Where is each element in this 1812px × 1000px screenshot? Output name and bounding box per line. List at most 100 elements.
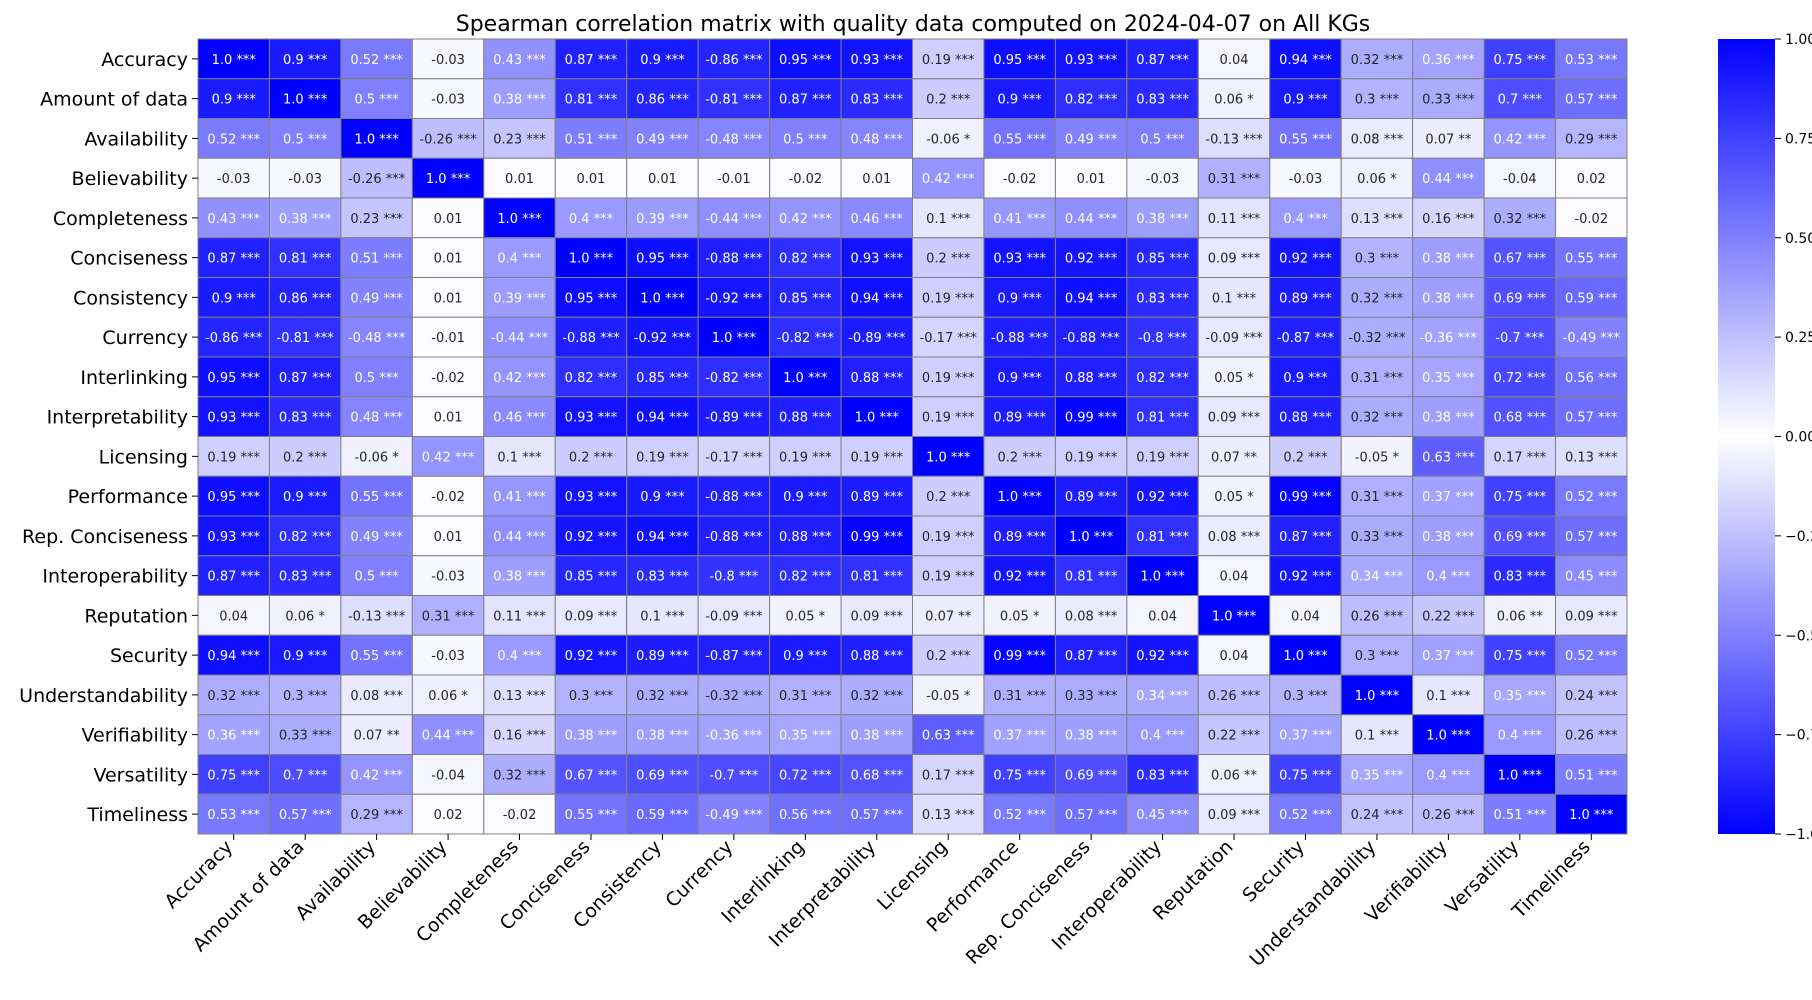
cell-label: 0.83 *** [279, 411, 332, 426]
cell-label: 0.34 *** [1136, 689, 1189, 704]
heatmap-cell [268, 38, 342, 80]
heatmap-cell [626, 118, 699, 159]
cell-label: -0.92 *** [705, 291, 763, 306]
cell-label: 0.11 *** [1208, 212, 1261, 227]
cell-label: 0.26 *** [1351, 609, 1404, 624]
heatmap-cell [1483, 277, 1557, 318]
heatmap-cell [268, 197, 342, 239]
cell-label: 0.19 *** [1136, 450, 1189, 465]
cell-label: -0.17 *** [705, 450, 763, 465]
cell-label: 0.32 *** [207, 689, 260, 704]
heatmap-cell [1269, 793, 1342, 835]
heatmap-cell [1340, 634, 1414, 676]
row-label: Security [110, 645, 188, 667]
cell-label: 0.51 *** [350, 252, 403, 267]
cell-label: 0.51 *** [1565, 768, 1618, 783]
heatmap-cell [1483, 237, 1557, 278]
cell-label: 0.95 *** [565, 291, 618, 306]
heatmap-cell [1197, 674, 1271, 716]
cell-label: 0.9 *** [1283, 371, 1328, 386]
cell-label: 0.09 *** [1208, 808, 1261, 823]
heatmap-cell [912, 793, 985, 835]
cell-label: 0.33 *** [1422, 93, 1475, 108]
row-label: Interpretability [47, 407, 188, 429]
chart-title: Spearman correlation matrix with quality… [456, 12, 1371, 37]
cell-label: -0.49 *** [705, 808, 763, 823]
cell-label: 0.49 *** [636, 132, 689, 147]
cell-label: 0.31 *** [422, 609, 475, 624]
heatmap-cell [197, 714, 270, 755]
heatmap-cell [912, 595, 985, 636]
cell-label: 1.0 *** [855, 411, 900, 426]
row-label: Interoperability [42, 566, 188, 588]
cell-label: 1.0 *** [998, 490, 1043, 505]
heatmap-cell [1126, 157, 1199, 199]
cell-label: 0.11 *** [493, 609, 546, 624]
cell-label: -0.03 [431, 570, 465, 585]
heatmap-cell [626, 515, 699, 557]
heatmap-cell [626, 436, 699, 477]
cell-label: 0.31 *** [779, 689, 832, 704]
heatmap-cell [340, 277, 413, 318]
cell-label: 0.01 [434, 212, 463, 227]
cell-label: -0.81 *** [705, 93, 763, 108]
heatmap-cell [483, 555, 556, 596]
cell-label: 0.19 *** [850, 450, 903, 465]
cell-label: 0.92 *** [1065, 252, 1118, 267]
cell-label: 0.07 ** [1425, 132, 1472, 147]
heatmap-cell [697, 157, 771, 199]
heatmap-cell [483, 475, 556, 517]
cell-label: 0.93 *** [850, 252, 903, 267]
heatmap-cell [769, 754, 842, 795]
cell-label: 0.68 *** [1494, 411, 1547, 426]
heatmap-cell [197, 277, 270, 318]
cell-label: 0.85 *** [1136, 252, 1189, 267]
heatmap-cell [1126, 38, 1199, 80]
cell-label: 0.06 * [428, 689, 468, 704]
cell-label: 0.31 *** [1351, 371, 1404, 386]
cell-label: 0.9 *** [1283, 93, 1328, 108]
cell-label: 0.9 *** [283, 53, 328, 68]
cell-label: 0.2 *** [1283, 450, 1328, 465]
heatmap-cell [1126, 674, 1199, 716]
heatmap-cell [1340, 793, 1414, 835]
cell-label: 0.92 *** [1279, 252, 1332, 267]
cell-label: 0.41 *** [993, 212, 1046, 227]
cell-label: 0.93 *** [850, 53, 903, 68]
cell-label: 0.88 *** [1065, 371, 1118, 386]
heatmap-cell [1412, 793, 1485, 835]
cell-label: 0.83 *** [279, 570, 332, 585]
heatmap-cell [769, 595, 842, 636]
heatmap-cell [912, 436, 985, 477]
cell-label: 0.32 *** [493, 768, 546, 783]
heatmap-cell [1340, 436, 1414, 477]
cell-label: 0.95 *** [993, 53, 1046, 68]
heatmap-cell [268, 118, 342, 159]
cell-label: -0.89 *** [848, 331, 906, 346]
cell-label: 0.93 *** [565, 411, 618, 426]
heatmap-cell [1269, 197, 1342, 239]
cell-label: 0.13 *** [1565, 450, 1618, 465]
heatmap-cell [1555, 754, 1628, 795]
cell-label: 0.87 *** [1279, 530, 1332, 545]
heatmap-cell [1197, 555, 1271, 596]
cell-label: 0.52 *** [1279, 808, 1332, 823]
heatmap-cell [197, 595, 270, 636]
heatmap-cell [983, 634, 1056, 676]
heatmap-cell [1054, 714, 1128, 755]
cell-label: 0.83 *** [850, 93, 903, 108]
cell-label: 0.48 *** [350, 411, 403, 426]
cell-label: 0.57 *** [1565, 530, 1618, 545]
cell-label: 0.69 *** [1065, 768, 1118, 783]
colorbar-tick-label: 0.25 [1785, 330, 1812, 346]
cell-label: 0.38 *** [1065, 729, 1118, 744]
cell-label: 0.37 *** [1279, 729, 1332, 744]
colorbar-tick-label: 1.00 [1785, 32, 1812, 48]
cell-label: 0.09 *** [1565, 609, 1618, 624]
cell-label: 0.99 *** [850, 530, 903, 545]
cell-label: 0.35 *** [1494, 689, 1547, 704]
cell-label: 0.57 *** [1565, 93, 1618, 108]
heatmap-cell [1054, 396, 1128, 437]
heatmap-cell [1340, 515, 1414, 557]
